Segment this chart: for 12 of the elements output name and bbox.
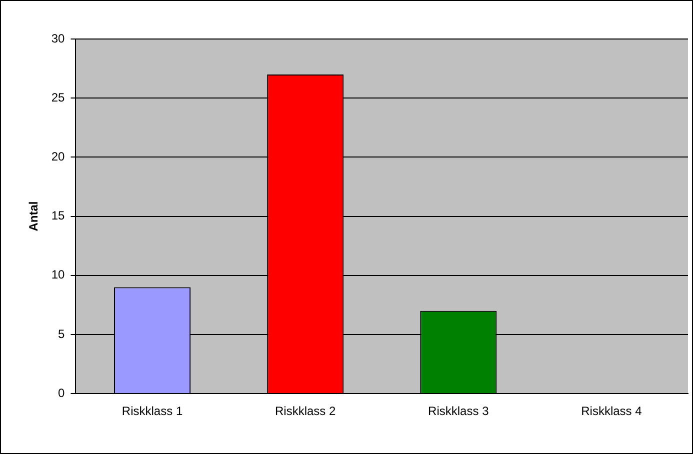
x-tick-label: Riskklass 1: [122, 404, 183, 418]
x-tick-label: Riskklass 4: [581, 404, 642, 418]
y-tick-label: 30: [51, 31, 66, 46]
x-tick-label: Riskklass 2: [275, 404, 336, 418]
y-tick-label: 0: [58, 386, 66, 400]
x-tick-label: Riskklass 3: [428, 404, 490, 418]
y-tick-label: 10: [51, 268, 66, 282]
y-tick-label: 5: [58, 326, 66, 341]
y-tick-label: 15: [51, 208, 66, 223]
y-tick-label: 20: [51, 150, 66, 164]
y-axis-title: Antal: [26, 201, 41, 232]
y-tick-label: 25: [51, 90, 66, 104]
